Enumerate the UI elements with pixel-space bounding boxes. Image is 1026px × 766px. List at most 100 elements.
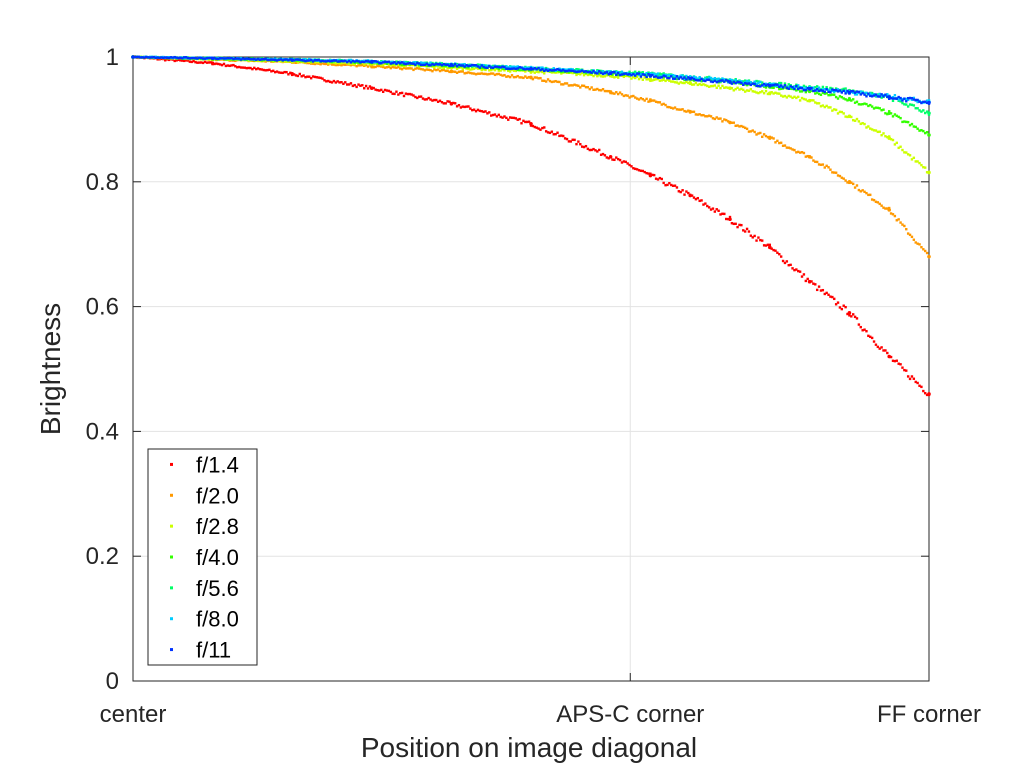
trace-mark bbox=[359, 84, 362, 87]
trace-mark bbox=[840, 110, 844, 114]
trace-mark bbox=[400, 68, 404, 71]
trace-mark bbox=[804, 90, 808, 94]
trace-mark bbox=[914, 241, 917, 244]
trace-mark bbox=[745, 227, 749, 231]
trace-mark bbox=[725, 118, 728, 122]
trace-mark bbox=[802, 88, 806, 92]
trace-mark bbox=[692, 77, 696, 81]
trace-mark bbox=[715, 78, 718, 81]
trace-mark bbox=[924, 391, 927, 395]
trace-mark bbox=[419, 67, 423, 71]
trace-mark bbox=[689, 109, 692, 113]
trace-mark bbox=[254, 58, 258, 61]
trace-mark bbox=[417, 95, 421, 98]
trace-mark bbox=[893, 113, 897, 116]
trace-mark bbox=[787, 87, 790, 90]
trace-mark bbox=[601, 88, 605, 91]
trace-mark bbox=[795, 268, 798, 271]
trace-mark bbox=[618, 72, 622, 75]
trace-mark bbox=[315, 76, 319, 79]
trace-mark bbox=[599, 153, 603, 156]
trace-mark bbox=[544, 66, 548, 70]
trace-mark bbox=[639, 73, 643, 76]
trace-mark bbox=[711, 117, 715, 120]
trace-mark bbox=[558, 67, 561, 70]
trace-mark bbox=[622, 72, 626, 76]
trace-mark bbox=[797, 95, 800, 99]
trace-mark bbox=[831, 88, 834, 91]
trace-mark bbox=[529, 75, 533, 79]
trace-mark bbox=[704, 83, 707, 87]
trace-mark bbox=[387, 65, 391, 69]
trace-mark bbox=[853, 101, 857, 104]
trace-mark bbox=[347, 62, 351, 66]
trace-mark bbox=[635, 168, 639, 171]
trace-mark bbox=[374, 88, 377, 91]
trace-mark bbox=[660, 103, 663, 106]
trace-mark bbox=[249, 58, 252, 61]
trace-mark bbox=[601, 72, 605, 76]
trace-mark bbox=[143, 56, 146, 59]
trace-mark bbox=[459, 66, 463, 69]
trace-mark bbox=[668, 182, 671, 185]
trace-mark bbox=[857, 90, 861, 94]
trace-mark bbox=[651, 99, 654, 102]
trace-mark bbox=[309, 58, 313, 62]
trace-mark bbox=[336, 60, 339, 63]
trace-mark bbox=[165, 58, 169, 61]
trace-mark bbox=[878, 92, 881, 96]
trace-mark bbox=[325, 60, 328, 63]
trace-mark bbox=[905, 369, 908, 372]
trace-mark bbox=[472, 108, 476, 111]
trace-mark bbox=[844, 90, 847, 93]
trace-mark bbox=[499, 66, 502, 69]
trace-mark bbox=[543, 69, 546, 73]
trace-mark bbox=[383, 66, 387, 69]
trace-mark bbox=[575, 67, 578, 71]
trace-mark bbox=[764, 84, 768, 87]
trace-mark bbox=[524, 70, 527, 73]
trace-mark bbox=[192, 59, 195, 63]
trace-mark bbox=[863, 102, 866, 105]
trace-mark bbox=[639, 97, 643, 100]
trace-mark bbox=[759, 91, 762, 94]
trace-mark bbox=[802, 84, 806, 88]
trace-mark bbox=[615, 73, 618, 77]
trace-mark bbox=[471, 63, 474, 67]
trace-mark bbox=[372, 63, 375, 66]
trace-mark bbox=[918, 384, 921, 387]
trace-mark bbox=[419, 95, 423, 98]
trace-mark bbox=[656, 101, 660, 104]
trace-mark bbox=[671, 77, 675, 80]
trace-mark bbox=[497, 67, 500, 71]
trace-mark bbox=[529, 66, 533, 70]
trace-mark bbox=[831, 93, 834, 96]
trace-mark bbox=[389, 66, 392, 70]
trace-mark bbox=[294, 61, 298, 65]
trace-mark bbox=[565, 68, 569, 71]
trace-mark bbox=[869, 127, 872, 130]
trace-mark bbox=[920, 163, 923, 167]
trace-mark bbox=[713, 210, 717, 213]
trace-mark bbox=[704, 77, 707, 80]
trace-mark bbox=[726, 79, 730, 83]
legend-label: f/11 bbox=[196, 638, 231, 663]
trace-mark bbox=[783, 94, 787, 98]
trace-mark bbox=[912, 96, 916, 100]
trace-mark bbox=[285, 60, 288, 64]
trace-mark bbox=[469, 64, 472, 67]
trace-mark bbox=[783, 261, 787, 265]
trace-mark bbox=[728, 87, 732, 90]
trace-mark bbox=[484, 66, 487, 69]
trace-mark bbox=[565, 137, 569, 141]
trace-mark bbox=[734, 79, 737, 82]
trace-mark bbox=[453, 64, 457, 67]
legend-marker bbox=[170, 462, 173, 466]
trace-mark bbox=[770, 91, 773, 94]
trace-mark bbox=[620, 70, 624, 73]
trace-mark bbox=[891, 138, 895, 142]
trace-mark bbox=[287, 73, 290, 76]
trace-mark bbox=[806, 86, 809, 90]
trace-mark bbox=[908, 124, 912, 127]
